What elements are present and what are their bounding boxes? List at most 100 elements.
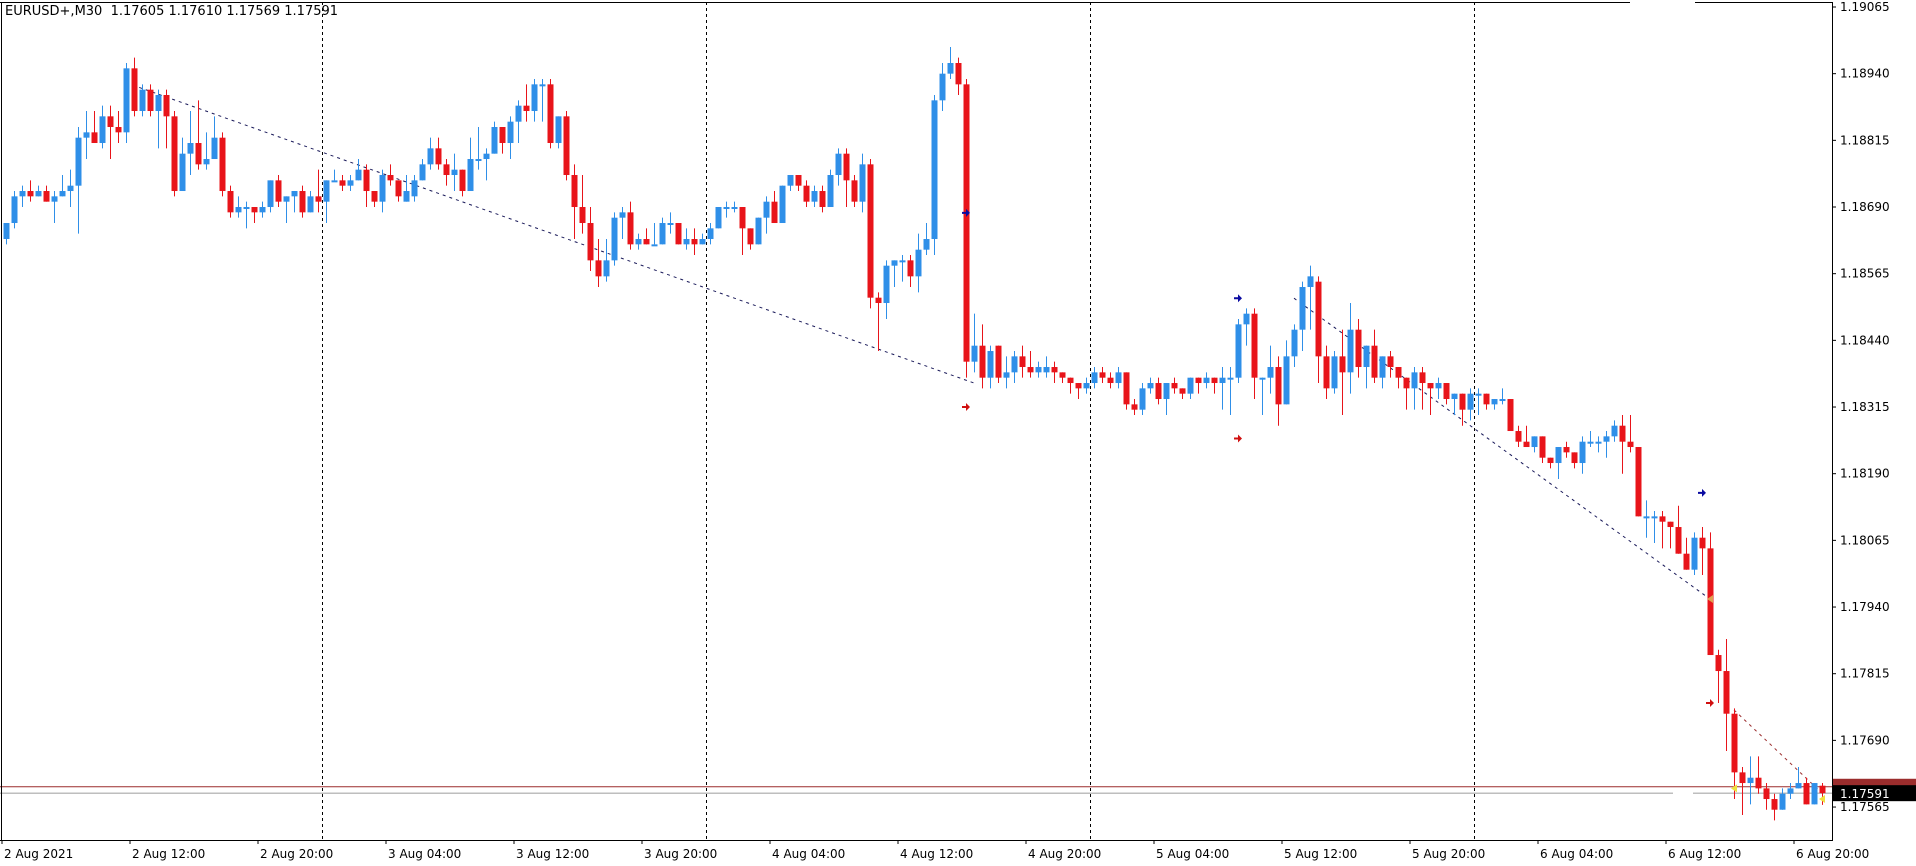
- candle-body: [563, 116, 570, 176]
- candle: [1251, 308, 1258, 400]
- time-tick-label: 6 Aug 04:00: [1540, 847, 1613, 861]
- candle-body: [139, 89, 146, 112]
- candle: [1107, 372, 1114, 389]
- price-axis[interactable]: 1.19065 1.18940 1.18815 1.18690 1.18565 1.184…: [1832, 0, 1890, 814]
- candle-body: [1507, 399, 1514, 432]
- candle-body: [251, 207, 258, 213]
- candle-body: [203, 159, 210, 165]
- candle-body: [403, 191, 410, 202]
- price-tick-label: 1.18940: [1840, 67, 1890, 81]
- candle-body: [1203, 377, 1210, 384]
- time-axis[interactable]: 2 Aug 2021 2 Aug 12:00 2 Aug 20:00 3 Aug 04…: [1, 840, 1869, 861]
- candle-body: [939, 73, 946, 101]
- candle-body: [979, 345, 986, 378]
- candle: [1267, 345, 1274, 394]
- candle: [691, 228, 698, 256]
- candle: [827, 169, 834, 208]
- candle-body: [843, 153, 850, 181]
- candle: [1443, 383, 1450, 405]
- sell-arrow-icon: [1706, 699, 1714, 708]
- candle-body: [35, 191, 42, 197]
- candle: [1083, 377, 1090, 394]
- candle-body: [1779, 793, 1786, 810]
- candle: [651, 223, 658, 247]
- price-tick-label: 1.18065: [1840, 533, 1890, 547]
- candle-body: [395, 180, 402, 197]
- candle: [35, 185, 42, 197]
- candle-body: [659, 223, 666, 245]
- candle-body: [1547, 457, 1554, 464]
- candle-body: [355, 169, 362, 181]
- trendlines[interactable]: [125, 82, 1823, 794]
- candle-body: [27, 191, 34, 197]
- candle: [1603, 431, 1610, 458]
- candle-body: [51, 196, 58, 202]
- candle-body: [1283, 356, 1290, 405]
- candle-body: [1051, 367, 1058, 373]
- candle: [1803, 777, 1810, 805]
- candle: [1091, 367, 1098, 389]
- candle-body: [1483, 393, 1490, 405]
- candle-body: [1003, 372, 1010, 378]
- candle-body: [715, 207, 722, 229]
- candle-body: [1435, 383, 1442, 389]
- candle: [1011, 351, 1018, 384]
- trade-markers: [962, 208, 1825, 804]
- candle: [1219, 367, 1226, 410]
- candle: [531, 79, 538, 122]
- candle-body: [747, 228, 754, 245]
- price-tick-label: 1.18690: [1840, 200, 1890, 214]
- candle: [867, 159, 874, 309]
- candle-body: [1067, 377, 1074, 384]
- candle-body: [1227, 377, 1234, 380]
- candle-body: [1299, 287, 1306, 330]
- candle-body: [1275, 367, 1282, 405]
- candle-body: [1331, 356, 1338, 389]
- candle: [43, 185, 50, 202]
- candle: [1323, 345, 1330, 400]
- candle-body: [995, 345, 1002, 378]
- candle: [835, 148, 842, 186]
- candle-body: [739, 207, 746, 229]
- candle: [75, 127, 82, 234]
- candle-body: [1451, 393, 1458, 400]
- candle-body: [11, 196, 18, 224]
- trendline: [1293, 297, 1711, 600]
- candle-body: [907, 260, 914, 277]
- candle: [747, 228, 754, 250]
- candle: [1347, 303, 1354, 394]
- candle-body: [1307, 276, 1314, 288]
- candle: [795, 175, 802, 192]
- candle-body: [883, 265, 890, 304]
- candle-body: [219, 137, 226, 192]
- candle: [1547, 457, 1554, 469]
- candle: [1723, 639, 1730, 752]
- candle-body: [499, 127, 506, 144]
- candle: [1643, 500, 1650, 538]
- candle: [675, 223, 682, 245]
- candle: [1675, 505, 1682, 554]
- candle: [1123, 372, 1130, 410]
- price-tick-label: 1.18190: [1840, 467, 1890, 481]
- candle: [419, 159, 426, 181]
- candle-body: [1123, 372, 1130, 405]
- candle: [267, 180, 274, 213]
- candle-body: [1531, 436, 1538, 448]
- candle-body: [1659, 516, 1666, 522]
- candle-body: [619, 212, 626, 218]
- candle: [483, 148, 490, 181]
- candle-body: [307, 196, 314, 213]
- candle-body: [347, 180, 354, 186]
- candle-body: [1803, 783, 1810, 805]
- candle: [131, 57, 138, 117]
- candle: [947, 47, 954, 80]
- candle-body: [1667, 521, 1674, 528]
- candle: [659, 217, 666, 245]
- candle: [1659, 511, 1666, 549]
- candle-body: [491, 127, 498, 154]
- candle-body: [987, 351, 994, 378]
- candle-body: [1555, 447, 1562, 464]
- sell-arrow-icon: [962, 403, 970, 412]
- candle: [499, 127, 506, 154]
